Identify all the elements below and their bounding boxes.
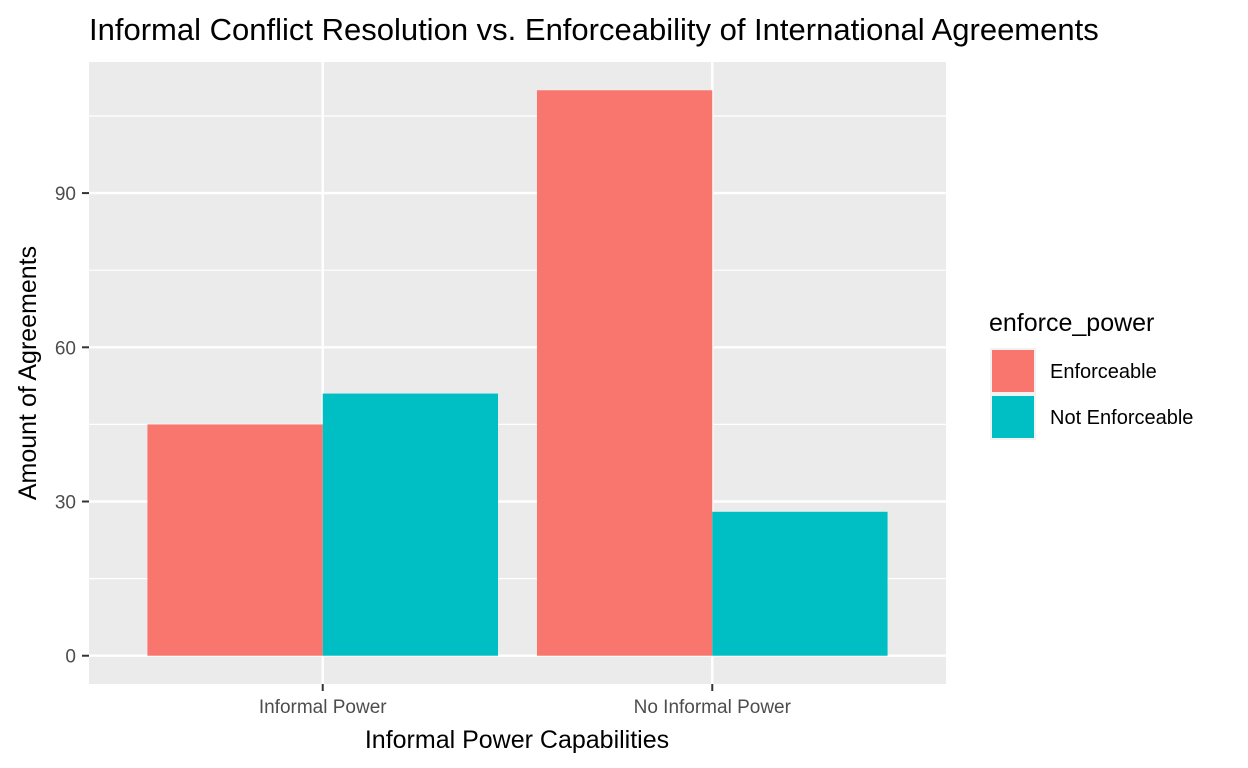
y-tick-label: 30 — [55, 493, 76, 514]
bars — [147, 90, 888, 656]
y-tick-label: 0 — [65, 647, 76, 668]
legend: enforce_power Enforceable Not Enforceable — [989, 309, 1193, 440]
y-tick-label: 90 — [55, 184, 76, 205]
legend-swatch — [992, 350, 1034, 392]
legend-label: Not Enforceable — [1050, 407, 1193, 429]
x-tick-label: Informal Power — [259, 697, 387, 718]
legend-label: Enforceable — [1050, 361, 1157, 383]
chart-title: Informal Conflict Resolution vs. Enforce… — [89, 12, 1099, 47]
y-axis-title: Amount of Agreements — [14, 246, 42, 500]
legend-swatch — [992, 396, 1034, 438]
legend-title: enforce_power — [989, 309, 1154, 337]
y-tick-label: 60 — [55, 338, 76, 359]
bar-not-enforceable-1 — [322, 393, 499, 656]
bar-enforceable-2 — [536, 90, 713, 656]
axes: 0 30 60 90 Informal Power No Informal Power — [55, 184, 792, 718]
x-axis-title: Informal Power Capabilities — [365, 726, 669, 754]
bar-enforceable-1 — [147, 424, 323, 656]
x-tick-label: No Informal Power — [634, 697, 792, 718]
bar-not-enforceable-2 — [712, 511, 888, 656]
